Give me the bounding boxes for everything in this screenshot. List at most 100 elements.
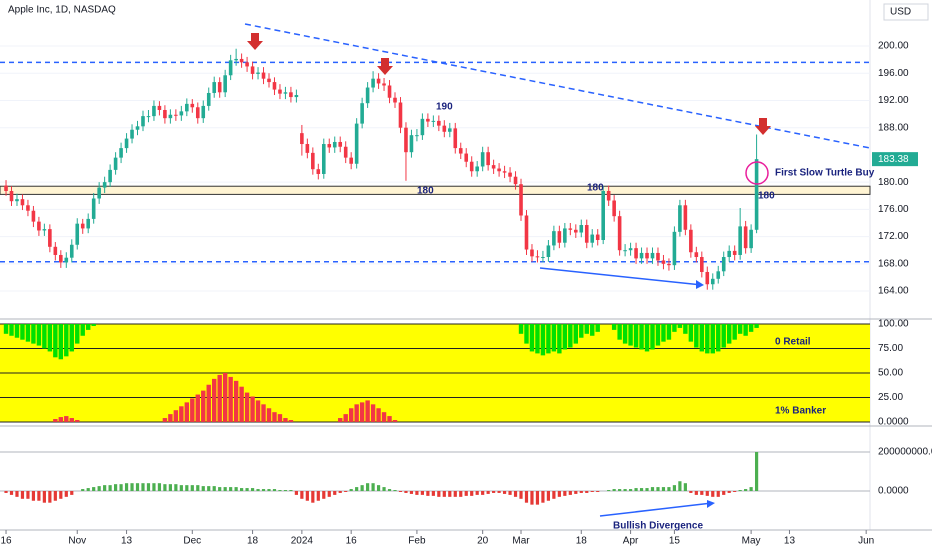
candle-body (628, 248, 633, 251)
bar (672, 324, 677, 332)
bar (371, 483, 375, 491)
bar (256, 489, 260, 491)
bar (502, 490, 507, 494)
bar (622, 324, 628, 344)
candle-body (650, 252, 655, 259)
bar (359, 402, 365, 422)
bar (743, 324, 748, 336)
bar (650, 324, 655, 350)
candle-body (612, 200, 616, 217)
bar (486, 490, 490, 494)
bar (370, 404, 376, 422)
candle-body (398, 102, 403, 128)
candle-body (135, 126, 140, 130)
bar (508, 490, 512, 495)
bar (360, 485, 364, 491)
bar (644, 324, 650, 352)
annotation: 180 (758, 191, 775, 202)
last-price-box (872, 152, 918, 167)
bar (437, 490, 441, 497)
bar (590, 324, 595, 336)
currency-box[interactable] (883, 3, 929, 21)
candle-body (239, 58, 244, 63)
bar (47, 324, 53, 352)
bar (81, 489, 85, 491)
candle-body (486, 152, 490, 166)
bar (174, 484, 178, 491)
bar (667, 487, 671, 491)
y-tick-label: 75.00 (878, 343, 903, 354)
candle-body (743, 226, 748, 249)
bar (4, 490, 8, 493)
candle-body (475, 166, 479, 172)
currency[interactable]: USD (890, 7, 911, 18)
bar (518, 324, 524, 334)
bar (551, 324, 557, 352)
bar (266, 408, 272, 422)
candle-body (426, 118, 430, 122)
y-tick-label: 25.00 (878, 392, 903, 403)
candle-body (349, 157, 353, 164)
candle-body (617, 216, 622, 251)
candle-body (97, 187, 101, 199)
bar (277, 414, 283, 422)
chart-title: Apple Inc, 1D, NASDAQ (8, 5, 116, 16)
candle-body (404, 127, 408, 153)
bar (272, 412, 277, 422)
bar (36, 324, 42, 346)
x-tick-label: Feb (408, 536, 426, 547)
candle-body (113, 157, 118, 170)
y-tick-label: 50.00 (878, 368, 903, 379)
candle-body (541, 257, 545, 259)
bar (639, 324, 644, 350)
bar (497, 490, 501, 493)
bar (754, 451, 759, 491)
x-tick-label: 2024 (291, 536, 314, 547)
bar (749, 487, 753, 491)
bar (573, 324, 578, 344)
legend-entry: 0 Retail (775, 337, 811, 348)
bar (207, 486, 211, 491)
bar (179, 406, 184, 422)
bar (283, 418, 288, 422)
bar (217, 374, 222, 422)
candle-body (195, 107, 200, 119)
bar (53, 324, 58, 358)
candle-body (108, 169, 112, 183)
candle-body (415, 135, 419, 137)
support-zone (0, 185, 871, 195)
bar (661, 487, 666, 491)
bar (75, 324, 80, 344)
candle-body (53, 246, 58, 255)
candle-body (667, 263, 671, 266)
y-tick-label: 172.00 (878, 231, 909, 242)
bar (398, 490, 403, 492)
annotation: First Slow Turtle Buy (775, 168, 875, 179)
bar (376, 485, 381, 491)
candle-body (360, 103, 364, 124)
candle-body (311, 152, 315, 170)
x-tick-label: 20 (477, 536, 489, 547)
candle-body (31, 210, 36, 222)
bar (650, 487, 655, 491)
y-tick-label: 196.00 (878, 68, 909, 79)
signal-circle (745, 161, 769, 185)
candle-body (387, 85, 392, 98)
bar (733, 490, 737, 492)
bar (727, 324, 732, 344)
bar (234, 487, 238, 491)
y-tick-label: 192.00 (878, 95, 909, 106)
candle-body (338, 141, 343, 147)
candle-body (91, 198, 96, 219)
candle-body (447, 128, 452, 132)
bar (481, 490, 485, 495)
bar (634, 488, 638, 491)
bar (464, 490, 468, 496)
bar (86, 324, 91, 330)
y-tick-label: 0.0000 (878, 417, 909, 428)
bar (173, 410, 179, 422)
candle-body (645, 252, 649, 259)
candle-body (656, 252, 660, 261)
bar (546, 490, 551, 501)
bar (721, 324, 726, 348)
